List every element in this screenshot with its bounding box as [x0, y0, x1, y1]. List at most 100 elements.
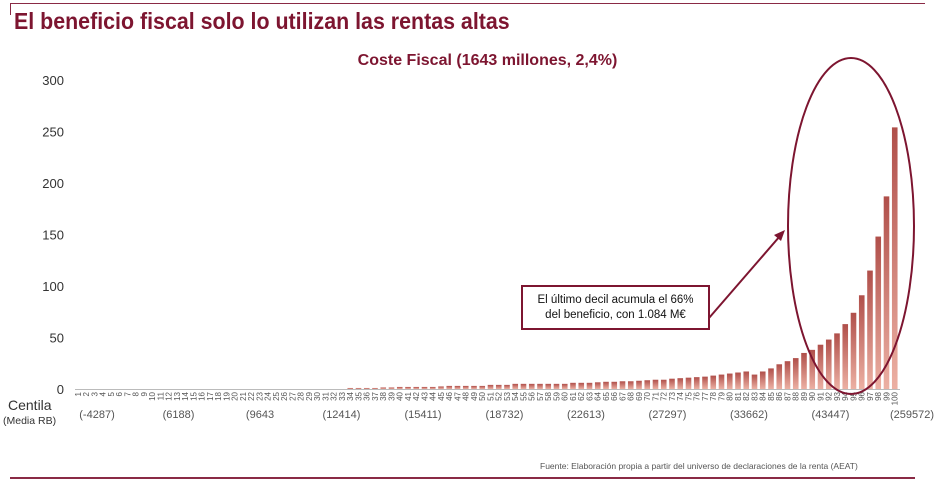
x-tick-label: 19 [222, 391, 231, 400]
top-rule-corner [10, 3, 11, 15]
x-tick-label: 83 [750, 391, 759, 400]
bar-centile-73 [669, 378, 675, 389]
x-tick-label: 44 [429, 391, 438, 400]
x-tick-label: 4 [99, 391, 108, 396]
bar-centile-84 [759, 371, 766, 389]
x-tick-label: 49 [470, 391, 479, 400]
bar-centile-47 [454, 385, 461, 389]
x-tick-label: 85 [767, 391, 776, 400]
x-tick-label: 51 [486, 391, 495, 400]
x-tick-label: 93 [833, 391, 842, 400]
y-tick-label: 150 [42, 228, 64, 243]
x-tick-label: 82 [742, 391, 751, 400]
x-tick-label: 3 [90, 391, 99, 396]
x-tick-label: 29 [305, 391, 314, 400]
media-rb-label: (12414) [322, 409, 361, 421]
bar-centile-78 [710, 375, 717, 389]
bar-centile-63 [586, 382, 593, 389]
x-tick-label: 26 [280, 391, 289, 400]
x-tick-label: 53 [503, 391, 512, 400]
x-tick-label: 57 [536, 391, 545, 400]
x-tick-label: 66 [610, 391, 619, 400]
bar-centile-36 [363, 387, 370, 389]
bar-centile-57 [537, 383, 543, 389]
x-tick-label: 36 [363, 391, 372, 400]
bar-centile-42 [413, 386, 420, 389]
annotation-line-2: del beneficio, con 1.084 M€ [545, 308, 686, 321]
x-tick-label: 67 [618, 391, 627, 400]
bar-centile-94 [842, 324, 849, 389]
bar-centile-66 [611, 381, 618, 389]
bar-centile-38 [380, 387, 387, 389]
x-tick-label: 64 [594, 391, 603, 400]
x-tick-label: 42 [412, 391, 421, 400]
x-tick-label: 6 [115, 391, 124, 396]
x-tick-label: 46 [445, 391, 454, 400]
bar-centile-92 [825, 339, 832, 389]
x-tick-label: 18 [214, 391, 223, 400]
bar-centile-80 [726, 373, 733, 389]
x-tick-label: 1 [74, 391, 83, 396]
x-tick-label: 79 [717, 391, 726, 400]
x-tick-label: 34 [346, 391, 355, 400]
x-tick-label: 60 [561, 391, 570, 400]
bar-centile-99 [883, 196, 890, 389]
x-tick-label: 81 [734, 391, 743, 400]
x-tick-label: 77 [701, 391, 710, 400]
x-tick-label: 13 [173, 391, 182, 400]
x-tick-label: 74 [676, 391, 685, 400]
bar-centile-46 [446, 385, 453, 389]
bar-centile-53 [504, 384, 510, 389]
bar-centile-37 [372, 387, 378, 389]
x-tick-label: 94 [841, 391, 850, 400]
bar-centile-64 [594, 382, 601, 389]
x-axis-sublabel: (Media RB) [3, 415, 57, 427]
x-tick-label: 84 [759, 391, 768, 400]
x-tick-label: 95 [849, 391, 858, 400]
bar-centile-82 [743, 371, 750, 389]
x-tick-label: 70 [643, 391, 652, 400]
bar-centile-91 [817, 344, 824, 389]
bar-centile-70 [644, 380, 651, 389]
bar-centile-62 [578, 382, 585, 389]
bar-centile-43 [421, 386, 428, 389]
x-tick-label: 71 [651, 391, 660, 400]
x-tick-label: 54 [511, 391, 520, 400]
bar-centile-77 [702, 376, 708, 389]
bar-centile-51 [487, 384, 494, 389]
bar-centile-35 [355, 387, 362, 389]
bar-centile-71 [652, 379, 659, 389]
y-tick-label: 100 [42, 279, 64, 294]
bar-centile-54 [512, 383, 519, 389]
x-tick-label: 43 [420, 391, 429, 400]
x-tick-label: 50 [478, 391, 487, 400]
x-tick-label: 55 [519, 391, 528, 400]
bottom-rule [10, 477, 915, 479]
bar-centile-87 [784, 361, 791, 389]
media-rb-label: (18732) [485, 409, 524, 421]
bar-centile-90 [809, 349, 816, 389]
x-tick-label: 76 [693, 391, 702, 400]
bar-centile-44 [429, 386, 436, 389]
x-tick-label: 33 [338, 391, 347, 400]
media-rb-label: (43447) [811, 409, 850, 421]
y-tick-label: 300 [42, 73, 64, 88]
x-tick-label: 52 [495, 391, 504, 400]
media-rb-label: (-4287) [79, 409, 115, 421]
x-tick-label: 86 [775, 391, 784, 400]
media-rb-label: (15411) [404, 409, 442, 421]
x-tick-label: 10 [148, 391, 157, 400]
bar-centile-50 [479, 385, 486, 389]
y-tick-label: 200 [42, 176, 64, 191]
x-tick-label: 59 [552, 391, 561, 400]
x-tick-label: 22 [247, 391, 256, 400]
x-tick-label: 17 [206, 391, 215, 400]
x-tick-label: 78 [709, 391, 718, 400]
bar-centile-83 [751, 374, 758, 389]
y-tick-label: 0 [57, 382, 64, 397]
x-tick-label: 30 [313, 391, 322, 400]
bar-centile-68 [627, 381, 634, 389]
bar-centile-39 [388, 387, 395, 389]
bar-centile-96 [858, 295, 865, 389]
bar-centile-93 [834, 333, 840, 389]
